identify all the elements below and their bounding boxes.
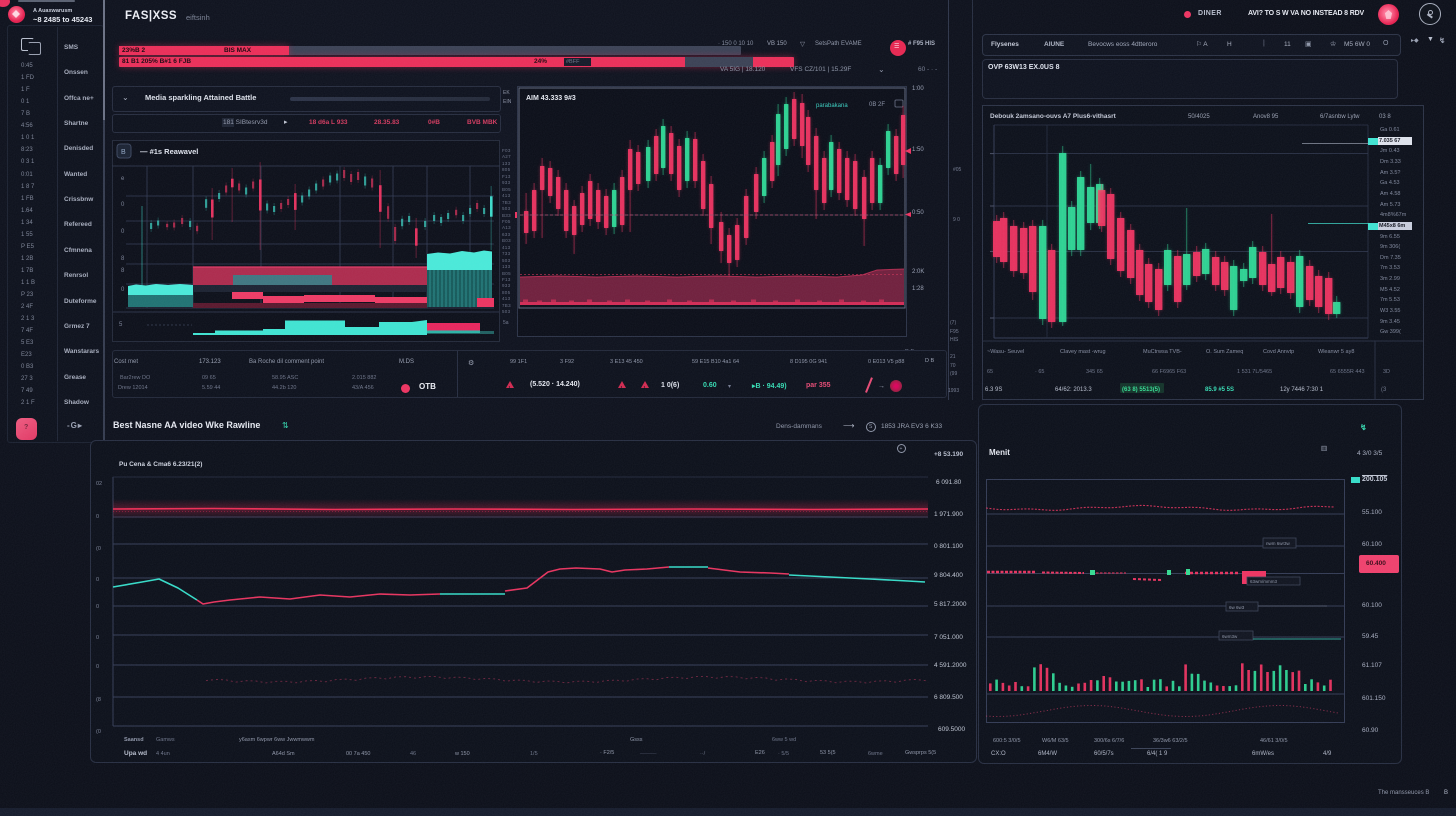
svg-text:AIM 43.333 9#3: AIM 43.333 9#3: [526, 95, 576, 102]
svg-text:6.3 9S: 6.3 9S: [985, 387, 1002, 393]
svg-text:(63 8) 5513(5): (63 8) 5513(5): [1122, 387, 1160, 393]
svg-text:· 65: · 65: [1035, 369, 1044, 375]
svg-text:03 8: 03 8: [1379, 114, 1391, 120]
svg-text:0: 0: [96, 514, 99, 520]
svg-text:Wleanwr 5 ay8: Wleanwr 5 ay8: [1318, 349, 1354, 355]
svg-text:Covd Annvtp: Covd Annvtp: [1263, 349, 1294, 355]
svg-text:02: 02: [96, 481, 102, 487]
svg-text:(3: (3: [1381, 387, 1387, 393]
svg-text:65 6555R 443: 65 6555R 443: [1330, 369, 1365, 375]
svg-text:(0: (0: [96, 729, 101, 735]
svg-text:12y 7446 7:30 1: 12y 7446 7:30 1: [1280, 387, 1324, 393]
svg-text:(8: (8: [96, 697, 101, 703]
svg-text:6/7asnbw Lytw: 6/7asnbw Lytw: [1320, 114, 1360, 120]
svg-text:Clavey mast -wrug: Clavey mast -wrug: [1060, 349, 1106, 355]
svg-text:Debouk 2amsano-ouvs A7 Plu: Debouk 2amsano-ouvs A7 Plus6-vithasrt: [990, 113, 1117, 120]
svg-text:50/4025: 50/4025: [1188, 114, 1210, 120]
svg-text:0: 0: [96, 635, 99, 641]
svg-text:63wm/mmm3: 63wm/mmm3: [1250, 579, 1277, 584]
svg-text:nwm 6wr3w: nwm 6wr3w: [1266, 541, 1291, 546]
svg-text:— #1s Reawavel: — #1s Reawavel: [140, 147, 198, 156]
svg-text:B: B: [121, 149, 126, 156]
svg-text:MuCtrwsa TVB-: MuCtrwsa TVB-: [1143, 349, 1182, 355]
svg-text:85.9 #5 5S: 85.9 #5 5S: [1205, 387, 1234, 393]
svg-text:1 531 7L/5465: 1 531 7L/5465: [1237, 369, 1272, 375]
svg-text:(0: (0: [96, 546, 101, 552]
svg-text:345 65: 345 65: [1086, 369, 1103, 375]
svg-text:O. Sum Zameq: O. Sum Zameq: [1206, 349, 1243, 355]
svg-text:0: 0: [96, 577, 99, 583]
svg-text:0: 0: [96, 664, 99, 670]
svg-text:6wm3w: 6wm3w: [1222, 634, 1238, 639]
svg-text:64/62: 2013.3: 64/62: 2013.3: [1055, 387, 1092, 393]
svg-text:parabakana: parabakana: [816, 103, 848, 109]
svg-text:65: 65: [987, 369, 993, 375]
svg-text:Anov8 95: Anov8 95: [1253, 114, 1279, 120]
svg-text:~Wasu- Seuvel: ~Wasu- Seuvel: [987, 349, 1024, 355]
svg-text:3D: 3D: [1383, 369, 1390, 375]
svg-text:0B 2F: 0B 2F: [869, 102, 885, 108]
svg-text:0: 0: [96, 604, 99, 610]
svg-text:66 F6965 F63: 66 F6965 F63: [1152, 369, 1186, 375]
svg-text:6w 6w3: 6w 6w3: [1229, 605, 1245, 610]
